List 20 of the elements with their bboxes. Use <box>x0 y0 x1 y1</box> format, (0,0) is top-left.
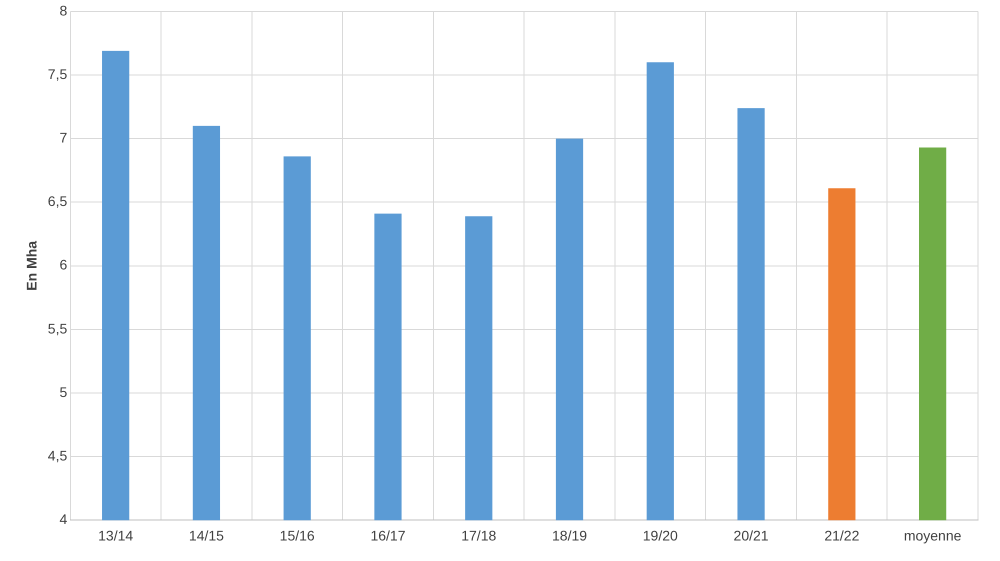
x-tick-label: 20/21 <box>734 527 769 544</box>
y-tick-label: 6 <box>59 256 68 273</box>
y-tick-label: 5,5 <box>48 320 68 336</box>
x-tick-label: 16/17 <box>370 527 406 544</box>
y-tick-label: 7 <box>59 129 68 146</box>
y-tick-label: 7,5 <box>48 66 68 82</box>
x-tick-label: 21/22 <box>824 527 860 544</box>
y-tick-label: 4 <box>59 511 68 528</box>
y-axis-title: En Mha <box>23 240 40 291</box>
y-tick-label: 5 <box>59 384 68 400</box>
y-tick-label: 8 <box>59 2 68 18</box>
x-tick-label: 13/14 <box>98 527 134 544</box>
x-tick-label: 18/19 <box>552 527 588 544</box>
x-tick-label: 15/16 <box>280 527 315 544</box>
x-tick-label: 19/20 <box>642 527 678 544</box>
y-tick-label: 4,5 <box>48 447 68 464</box>
x-tick-label: 17/18 <box>461 527 496 544</box>
y-tick-label: 6,5 <box>48 193 68 210</box>
x-tick-label: 14/15 <box>188 527 224 544</box>
x-tick-label: moyenne <box>904 527 962 544</box>
